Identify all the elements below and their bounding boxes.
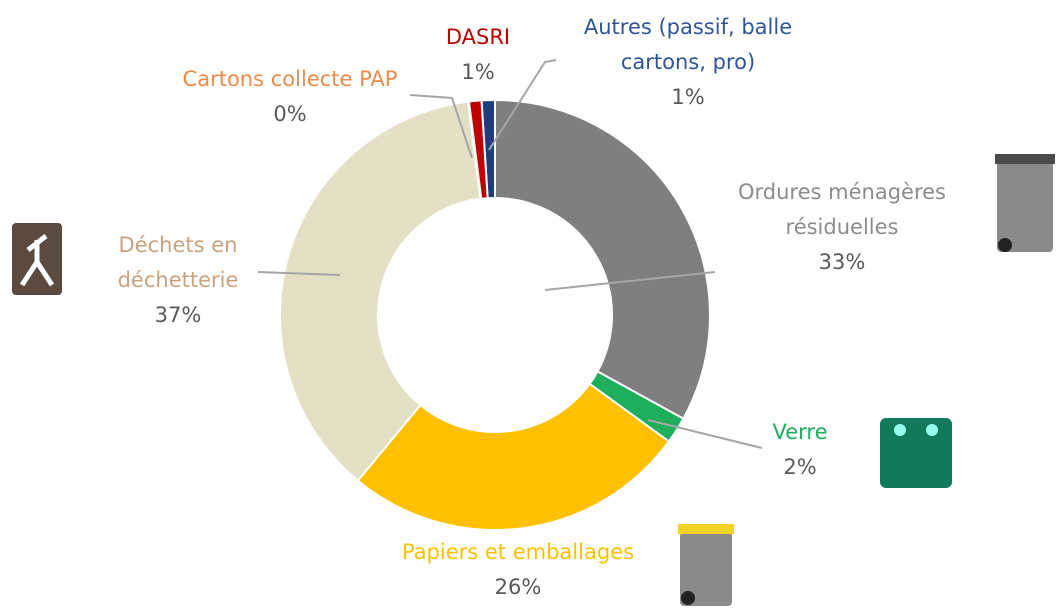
value-label: 0%	[273, 102, 307, 126]
category-name: Autres (passif, balle cartons, pro)	[583, 15, 793, 74]
value-label: 1%	[671, 85, 705, 109]
leader-lines	[257, 59, 763, 449]
category-name: DASRI	[445, 25, 511, 49]
value-label: 37%	[154, 303, 202, 327]
value-label: 26%	[494, 575, 542, 599]
category-name: Ordures ménagères résiduelles	[738, 180, 946, 239]
icon-glass-container	[880, 418, 952, 488]
slice-label: Papiers et emballages 26%	[358, 535, 678, 605]
value-label: 2%	[783, 455, 817, 479]
category-name: Cartons collecte PAP	[182, 67, 398, 91]
icon-bin-grey	[995, 154, 1055, 252]
slice-label: Autres (passif, balle cartons, pro) 1%	[548, 10, 828, 115]
leader-line	[488, 59, 557, 151]
donut-slice	[494, 98, 711, 420]
category-name: Déchets en déchetterie	[117, 233, 239, 292]
leader-line	[409, 94, 473, 159]
slice-label: Déchets en déchetterie 37%	[93, 228, 263, 333]
icon-bin-yellow	[678, 524, 734, 606]
value-label: 1%	[461, 60, 495, 84]
category-name: Verre	[772, 420, 828, 444]
donut-slice	[279, 100, 482, 483]
slice-label: Verre 2%	[740, 415, 860, 485]
leader-line	[647, 419, 763, 449]
icon-recycle	[12, 223, 62, 295]
slice-label: Cartons collecte PAP 0%	[150, 62, 430, 132]
value-label: 33%	[818, 250, 866, 274]
donut-slice	[356, 382, 671, 531]
slice-label: Ordures ménagères résiduelles 33%	[712, 175, 972, 280]
leader-line	[544, 271, 716, 291]
category-name: Papiers et emballages	[401, 540, 635, 564]
leader-line	[257, 271, 341, 276]
slice-label: DASRI 1%	[428, 20, 528, 90]
